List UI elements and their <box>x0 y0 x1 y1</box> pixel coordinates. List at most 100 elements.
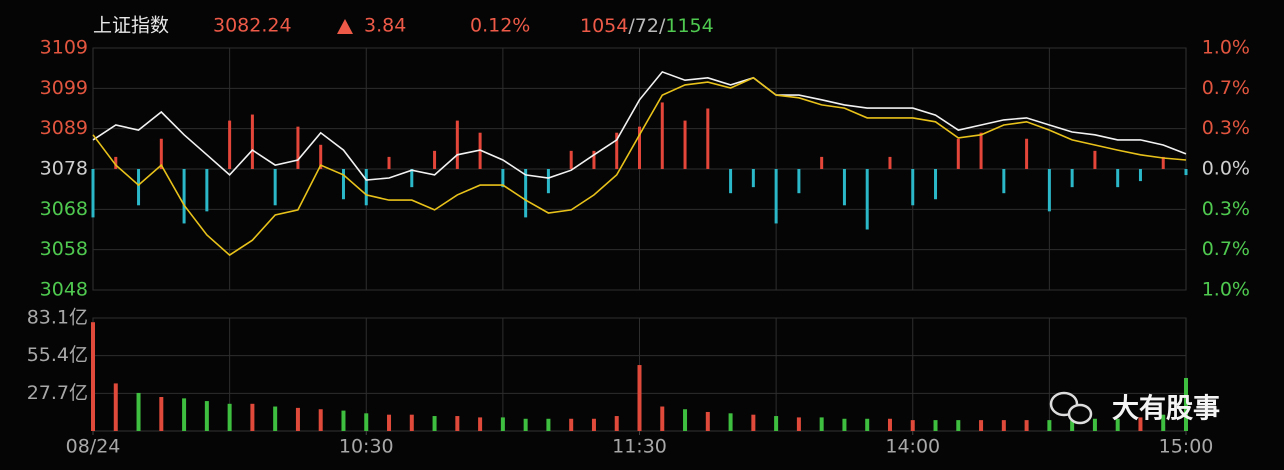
volume-bar <box>341 410 346 431</box>
x-tick-label: 08/24 <box>66 436 121 458</box>
change: 3.84 <box>364 15 406 37</box>
volume-bar <box>159 397 164 431</box>
change-pct: 0.12% <box>470 15 530 37</box>
y-tick-label: 3099 <box>40 77 88 99</box>
volume-bar <box>910 420 915 431</box>
strength-bar <box>501 169 505 188</box>
strength-bar <box>1070 169 1074 188</box>
strength-bar <box>114 156 118 169</box>
strength-bar <box>911 169 915 206</box>
volume-bar <box>432 416 437 431</box>
strength-bar <box>159 138 163 169</box>
strength-bar <box>592 150 596 169</box>
separator: / <box>628 15 635 37</box>
strength-bar <box>979 132 983 169</box>
volume-bar <box>136 392 141 431</box>
volume-bar <box>1070 420 1075 431</box>
price-line <box>92 76 1187 257</box>
volume-bar <box>295 407 300 431</box>
strength-bar <box>250 114 254 169</box>
volume-bar <box>204 401 209 431</box>
strength-bar <box>364 169 368 206</box>
y-tick-label: 3109 <box>40 37 88 59</box>
unchanged: 72 <box>635 15 659 37</box>
strength-bar <box>1116 169 1120 188</box>
y-tick-label: 27.7亿 <box>27 382 88 404</box>
volume-bar <box>364 413 369 431</box>
volume-bar <box>842 418 847 431</box>
volume-bar <box>113 383 118 431</box>
strength-bar <box>888 156 892 169</box>
up-arrow <box>337 19 353 34</box>
volume-bar <box>1024 420 1029 431</box>
x-tick-label: 10:30 <box>339 436 394 458</box>
strength-bar <box>296 126 300 169</box>
y-tick-label: 3089 <box>40 117 88 139</box>
volume-bar <box>933 420 938 431</box>
volume-bar <box>1001 420 1006 431</box>
volume-bar <box>887 418 892 431</box>
volume-bar <box>796 417 801 431</box>
strength-bar <box>91 169 95 218</box>
advancers: 1054 <box>580 15 628 37</box>
strength-bar <box>660 102 664 169</box>
volume-bar <box>660 406 665 431</box>
volume-bar <box>1047 420 1052 431</box>
price: 3082.24 <box>213 15 292 37</box>
strength-bar <box>729 169 733 194</box>
index-name: 上证指数 <box>93 15 169 37</box>
volume-bar <box>182 398 187 431</box>
strength-bar <box>615 132 619 169</box>
volume-bar <box>273 406 278 431</box>
y-tick-label: 3078 <box>40 158 88 180</box>
volume-bar <box>683 409 688 431</box>
volume-bar <box>751 414 756 431</box>
volume-bar <box>318 409 323 431</box>
strength-bar <box>341 169 345 200</box>
strength-bar <box>1025 138 1029 169</box>
price-line <box>92 70 1187 181</box>
volume-bar <box>546 418 551 431</box>
volume-bar <box>569 418 574 431</box>
y-tick-label: 83.1亿 <box>27 307 88 329</box>
strength-bar <box>797 169 801 194</box>
volume-bar <box>1161 414 1166 431</box>
volume-bar <box>387 414 392 431</box>
volume-bar <box>91 322 95 431</box>
x-tick-label: 14:00 <box>885 436 940 458</box>
x-tick-label: 11:30 <box>612 436 667 458</box>
strength-bar <box>182 169 186 224</box>
separator: / <box>659 15 666 37</box>
y-tick-label: 3048 <box>40 279 88 301</box>
strength-bar <box>319 144 323 169</box>
y-tick-label: 3058 <box>40 238 88 260</box>
strength-bar <box>842 169 846 206</box>
strength-bar <box>1047 169 1051 212</box>
strength-bar <box>638 126 641 169</box>
volume-bar <box>1092 418 1097 431</box>
y2-tick-label: 1.0% <box>1202 37 1250 59</box>
x-tick-label: 15:00 <box>1159 436 1214 458</box>
strength-bar <box>410 169 414 188</box>
strength-bar <box>1161 156 1165 169</box>
strength-bar <box>820 156 824 169</box>
strength-bar <box>433 150 437 169</box>
y2-tick-label: 0.3% <box>1202 198 1250 220</box>
volume-bar <box>774 416 779 431</box>
wechat-icon <box>1049 391 1093 425</box>
strength-bar <box>1138 169 1142 182</box>
y2-tick-label: 0.7% <box>1202 77 1250 99</box>
volume-bar <box>865 418 870 431</box>
strength-bar <box>774 169 778 224</box>
strength-bar <box>956 138 960 169</box>
strength-bar <box>524 169 528 218</box>
volume-bar <box>478 417 483 431</box>
strength-bar <box>273 169 277 206</box>
volume-bar <box>1138 417 1143 431</box>
breadth: 1054/72/1154 <box>580 15 714 37</box>
volume-bar <box>455 416 460 431</box>
y-tick-label: 55.4亿 <box>27 344 88 366</box>
volume-bar <box>1184 377 1188 431</box>
